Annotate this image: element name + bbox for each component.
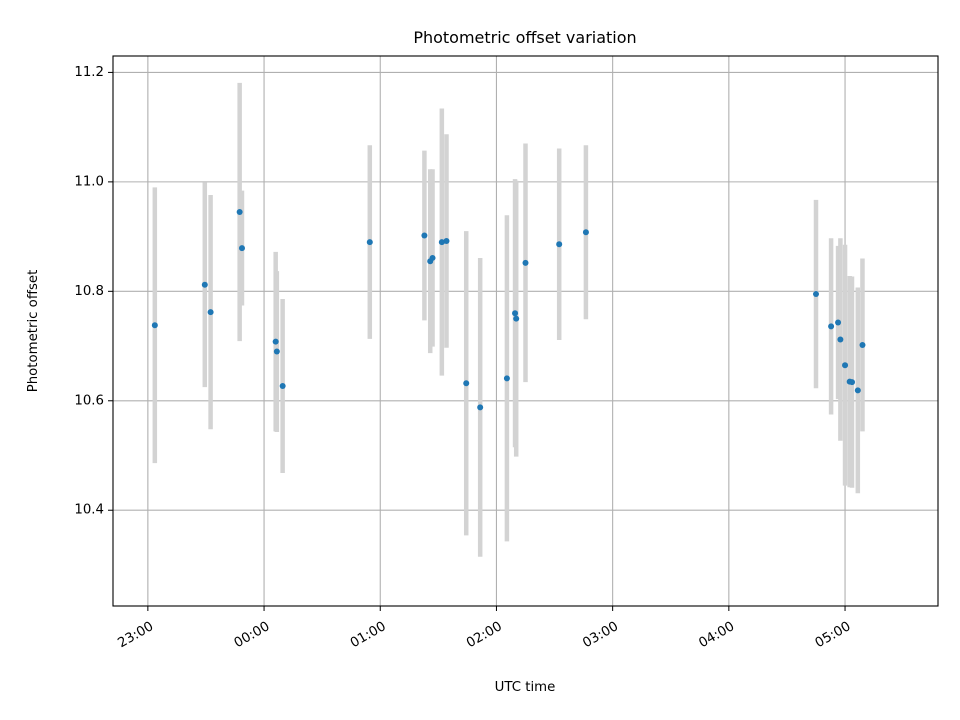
data-point-9 (421, 232, 428, 239)
y-tick-label-1: 10.6 (74, 393, 104, 408)
data-point-17 (512, 310, 519, 317)
data-point-12 (438, 239, 445, 246)
y-tick-label-4: 11.2 (74, 65, 104, 80)
data-point-23 (828, 323, 835, 330)
data-point-26 (842, 362, 849, 369)
data-point-2 (207, 309, 214, 316)
data-point-19 (522, 259, 529, 266)
y-axis-label: Photometric offset (26, 270, 41, 393)
data-point-20 (556, 241, 563, 248)
y-tick-label-0: 10.4 (74, 503, 104, 518)
y-tick-label-3: 11.0 (74, 174, 104, 189)
data-point-14 (463, 380, 470, 387)
plot-frame (112, 55, 939, 607)
data-point-3 (236, 208, 243, 215)
chart-title: Photometric offset variation (413, 28, 636, 47)
data-point-21 (582, 229, 589, 236)
data-point-11 (429, 254, 436, 261)
data-point-18 (513, 315, 520, 322)
data-point-29 (854, 387, 861, 394)
data-point-6 (273, 348, 280, 355)
data-points (151, 208, 866, 411)
y-tick-label-2: 10.8 (74, 284, 104, 299)
x-axis-label: UTC time (495, 680, 556, 695)
data-point-8 (366, 239, 373, 246)
data-point-22 (812, 291, 819, 298)
data-point-30 (859, 341, 866, 348)
data-point-25 (837, 336, 844, 343)
data-point-15 (477, 404, 484, 411)
data-point-28 (849, 379, 856, 386)
data-point-13 (443, 237, 450, 244)
data-point-1 (201, 281, 208, 288)
data-point-0 (151, 322, 158, 329)
data-point-7 (279, 383, 286, 389)
data-point-5 (272, 338, 279, 345)
data-point-4 (238, 245, 245, 252)
data-point-24 (835, 319, 842, 326)
data-point-16 (503, 375, 510, 382)
